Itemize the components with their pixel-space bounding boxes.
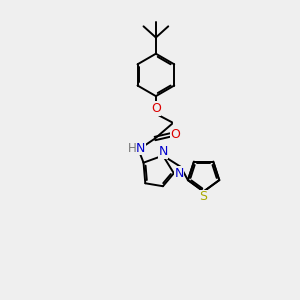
Text: O: O: [171, 128, 181, 141]
Text: N: N: [158, 145, 168, 158]
Text: O: O: [151, 102, 161, 115]
Text: N: N: [175, 167, 184, 180]
Text: N: N: [136, 142, 146, 155]
Text: S: S: [200, 190, 208, 203]
Text: H: H: [128, 142, 136, 155]
